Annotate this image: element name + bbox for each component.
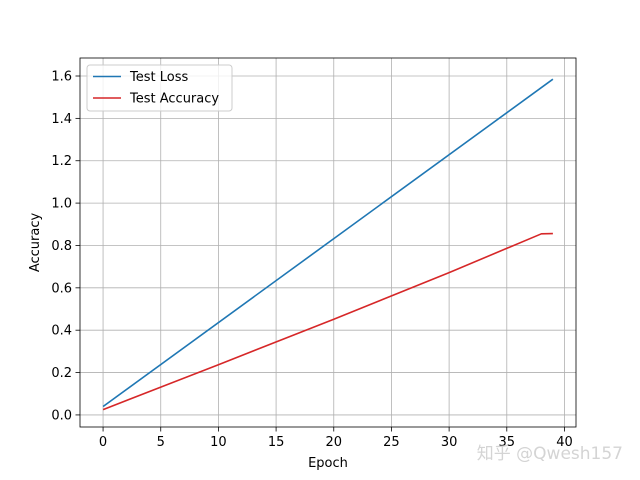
- x-axis-title: Epoch: [308, 456, 348, 471]
- x-tick-label: 10: [210, 435, 227, 450]
- y-tick-label: 0.2: [51, 366, 72, 381]
- x-tick-label: 20: [325, 435, 342, 450]
- y-tick-label: 0.4: [51, 324, 72, 339]
- y-tick-label: 1.6: [51, 70, 72, 85]
- x-tick-label: 15: [268, 435, 285, 450]
- x-tick-label: 40: [556, 435, 573, 450]
- axis-ticks: 0 5 10 15 20 25 30 35 40 0.0 0.2 0.4 0.6 0.8 1.0 1.2 1.4…: [51, 70, 572, 450]
- legend-label: Test Loss: [129, 70, 188, 85]
- series-line-test-accuracy: [102, 232, 553, 411]
- x-tick-label: 0: [99, 435, 107, 450]
- series-line-test-loss: [102, 78, 554, 408]
- grid-lines: [80, 58, 576, 427]
- y-tick-label: 1.2: [51, 154, 72, 169]
- legend-box: [86, 64, 233, 112]
- legend: Test Loss Test Accuracy: [86, 64, 233, 112]
- y-tick-label: 0.6: [51, 281, 72, 296]
- x-tick-label: 5: [157, 435, 165, 450]
- x-tick-label: 30: [441, 435, 458, 450]
- x-tick-label: 25: [383, 435, 400, 450]
- watermark-text: 知乎 @Qwesh157: [477, 444, 623, 464]
- plot-area-frame: [79, 57, 577, 428]
- y-tick-label: 1.0: [51, 197, 72, 212]
- y-tick-label: 0.0: [51, 408, 72, 423]
- y-tick-label: 1.4: [51, 112, 72, 127]
- x-tick-label: 35: [499, 435, 516, 450]
- legend-label: Test Accuracy: [129, 92, 219, 107]
- series-lines: [102, 78, 554, 411]
- y-axis-title: Accuracy: [28, 213, 43, 273]
- y-tick-label: 0.8: [51, 239, 72, 254]
